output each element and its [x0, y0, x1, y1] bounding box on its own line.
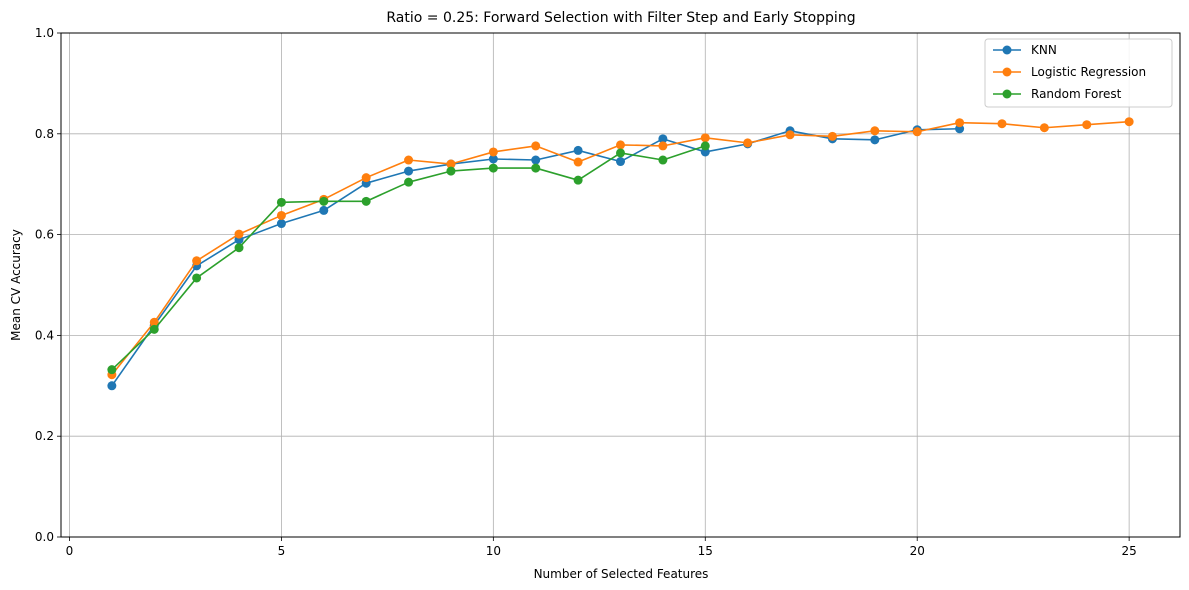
x-tick-label: 0 — [66, 544, 74, 558]
legend-item-knn: KNN — [993, 43, 1057, 57]
legend-label-random-forest: Random Forest — [1031, 87, 1122, 101]
data-point-knn — [276, 219, 286, 229]
data-point-random-forest — [658, 155, 668, 165]
y-tick-label: 0.0 — [35, 530, 54, 544]
data-point-logistic-regression — [616, 140, 625, 150]
series-logistic-regression — [107, 117, 1134, 380]
series-random-forest — [107, 141, 710, 375]
y-tick-label: 0.8 — [35, 127, 54, 141]
data-point-knn — [404, 166, 414, 176]
data-point-random-forest — [404, 177, 414, 187]
data-point-logistic-regression — [192, 256, 202, 266]
x-tick-label: 20 — [910, 544, 925, 558]
data-point-random-forest — [446, 166, 456, 176]
legend-label-logistic-regression: Logistic Regression — [1031, 65, 1146, 79]
data-point-random-forest — [107, 365, 117, 375]
legend-marker-random-forest — [1002, 89, 1012, 99]
y-tick-label: 0.2 — [35, 429, 54, 443]
series-layer — [107, 117, 1134, 391]
data-point-knn — [488, 154, 498, 164]
legend-item-logistic-regression: Logistic Regression — [993, 65, 1146, 79]
x-tick-label: 10 — [486, 544, 501, 558]
data-point-logistic-regression — [361, 173, 371, 183]
ticks: 0 5 10 15 20 25 0.0 0.2 0.4 0.6 0.8 1.0 — [35, 26, 1137, 558]
data-point-random-forest — [361, 196, 371, 206]
data-point-random-forest — [149, 324, 159, 334]
data-point-random-forest — [192, 273, 202, 283]
legend-marker-knn — [1002, 45, 1012, 55]
data-point-knn — [616, 157, 625, 167]
data-point-knn — [531, 155, 541, 165]
data-point-logistic-regression — [276, 210, 286, 220]
legend-item-random-forest: Random Forest — [993, 87, 1122, 101]
data-point-logistic-regression — [827, 131, 837, 141]
data-point-logistic-regression — [446, 159, 456, 169]
data-point-random-forest — [488, 163, 498, 173]
data-point-logistic-regression — [785, 130, 795, 140]
data-point-random-forest — [531, 163, 541, 173]
plot-frame — [60, 32, 1181, 538]
data-point-knn — [573, 145, 583, 155]
x-axis-label: Number of Selected Features — [534, 567, 709, 581]
data-point-logistic-regression — [743, 138, 753, 148]
legend-label-knn: KNN — [1031, 43, 1057, 57]
data-point-logistic-regression — [870, 126, 880, 136]
data-point-random-forest — [573, 175, 583, 185]
data-point-logistic-regression — [997, 119, 1007, 129]
data-point-logistic-regression — [912, 127, 922, 137]
chart-title: Ratio = 0.25: Forward Selection with Fil… — [386, 10, 855, 26]
x-tick-label: 5 — [278, 544, 286, 558]
data-point-logistic-regression — [488, 147, 498, 157]
x-tick-label: 15 — [698, 544, 713, 558]
data-point-random-forest — [616, 148, 625, 158]
data-point-knn — [319, 205, 329, 215]
y-tick-label: 0.6 — [35, 228, 54, 242]
data-point-knn — [107, 381, 117, 391]
legend-marker-logistic-regression — [1002, 67, 1012, 77]
data-point-logistic-regression — [149, 317, 159, 327]
data-point-logistic-regression — [1124, 117, 1134, 127]
data-point-logistic-regression — [531, 141, 541, 151]
legend: KNN Logistic Regression Random Forest — [984, 38, 1173, 108]
data-point-logistic-regression — [700, 133, 710, 143]
data-point-logistic-regression — [955, 118, 965, 128]
data-point-knn — [870, 135, 880, 145]
y-tick-label: 0.4 — [35, 328, 54, 342]
data-point-logistic-regression — [573, 157, 583, 167]
data-point-logistic-regression — [234, 229, 244, 239]
data-point-random-forest — [319, 196, 329, 206]
data-point-logistic-regression — [1082, 120, 1092, 130]
y-tick-label: 1.0 — [35, 26, 54, 40]
data-point-knn — [658, 134, 668, 144]
data-point-random-forest — [700, 141, 710, 151]
data-point-random-forest — [234, 243, 244, 253]
x-tick-label: 25 — [1121, 544, 1136, 558]
data-point-logistic-regression — [658, 141, 668, 151]
legend-box — [984, 38, 1173, 108]
data-point-logistic-regression — [404, 155, 414, 165]
data-point-random-forest — [276, 197, 286, 207]
data-point-logistic-regression — [1039, 123, 1049, 133]
y-axis-label: Mean CV Accuracy — [9, 229, 23, 341]
